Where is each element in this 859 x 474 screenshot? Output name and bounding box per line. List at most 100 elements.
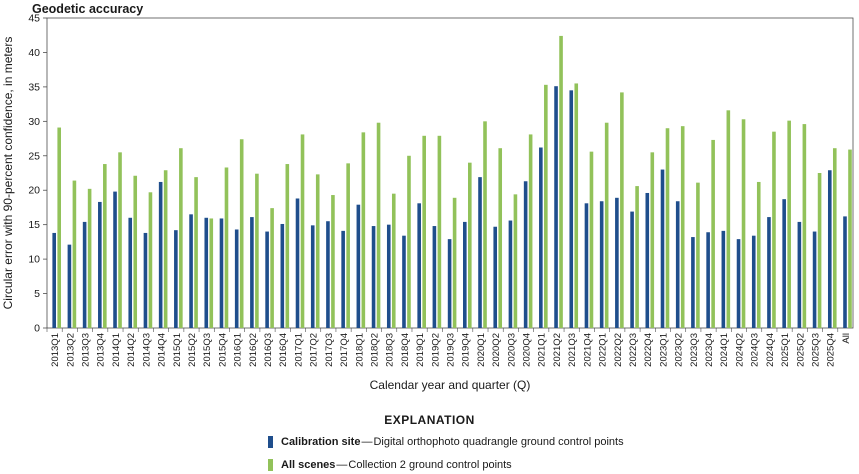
- bar-calibration-site: [599, 201, 604, 328]
- bar-all-scenes: [407, 155, 411, 328]
- bar-calibration-site: [113, 191, 117, 328]
- bar-calibration-site: [508, 220, 513, 328]
- bar-all-scenes: [103, 164, 107, 328]
- legend-em-dash: —: [361, 436, 373, 448]
- bar-calibration-site: [539, 147, 543, 328]
- x-tick-label: 2016Q2: [248, 333, 259, 367]
- bar-calibration-site: [660, 169, 665, 328]
- y-tick-label: 40: [28, 47, 40, 59]
- bar-calibration-site: [67, 244, 72, 328]
- bar-all-scenes: [756, 181, 761, 328]
- x-tick-label: 2014Q2: [126, 333, 137, 367]
- bar-calibration-site: [782, 199, 786, 328]
- x-tick-label: 2015Q3: [202, 333, 213, 367]
- bar-calibration-site: [52, 232, 56, 328]
- x-tick-label: All: [841, 333, 852, 344]
- bar-calibration-site: [767, 217, 771, 328]
- bar-all-scenes: [224, 167, 229, 328]
- bar-calibration-site: [310, 225, 315, 328]
- bar-calibration-site: [250, 217, 254, 328]
- bar-all-scenes: [437, 135, 442, 328]
- bar-calibration-site: [463, 221, 467, 328]
- x-tick-label: 2020Q2: [491, 333, 502, 367]
- bar-calibration-site: [265, 231, 269, 328]
- bar-calibration-site: [812, 231, 817, 328]
- bar-calibration-site: [417, 203, 421, 328]
- bar-calibration-site: [721, 230, 726, 328]
- bar-all-scenes: [270, 208, 274, 328]
- legend-item-all-scenes: All scenes — Collection 2 ground control…: [268, 459, 512, 471]
- x-tick-label: 2023Q4: [704, 333, 715, 367]
- bar-calibration-site: [234, 229, 239, 328]
- bar-all-scenes: [604, 122, 609, 328]
- y-tick-label: 15: [28, 219, 40, 231]
- x-tick-label: 2015Q2: [187, 333, 198, 367]
- bar-calibration-site: [493, 226, 498, 328]
- x-tick-label: 2016Q3: [263, 333, 274, 367]
- bar-calibration-site: [143, 232, 148, 328]
- x-tick-label: 2024Q3: [750, 333, 761, 367]
- bar-calibration-site: [326, 221, 330, 328]
- bar-chart: 0 5 10 15 20 25 30 35 40 45 2013Q1 2013Q2 2013Q3 2013…: [1, 13, 854, 392]
- x-tick-label: 2025Q4: [826, 333, 837, 367]
- y-axis-label: Circular error with 90-percent confidenc…: [1, 37, 15, 310]
- bar-all-scenes: [665, 128, 670, 328]
- x-tick-label: 2019Q1: [415, 333, 426, 367]
- bar-all-scenes: [513, 194, 518, 328]
- bar-all-scenes: [483, 121, 487, 328]
- bar-all-scenes: [696, 182, 700, 328]
- x-tick-label: 2013Q2: [65, 333, 76, 367]
- bar-calibration-site: [827, 170, 832, 328]
- bar-all-scenes: [574, 83, 579, 328]
- bar-calibration-site: [341, 230, 345, 328]
- x-tick-label: 2025Q1: [780, 333, 791, 367]
- bar-all-scenes: [72, 180, 77, 328]
- bar-calibration-site: [128, 217, 133, 328]
- bar-all-scenes: [118, 152, 122, 328]
- x-tick-label: 2025Q3: [810, 333, 821, 367]
- bar-all-scenes: [315, 174, 320, 328]
- x-tick-label: 2015Q4: [217, 333, 228, 367]
- bar-calibration-site: [174, 230, 178, 328]
- bar-calibration-site: [98, 201, 102, 328]
- bar-all-scenes: [635, 186, 639, 328]
- bar-all-scenes: [179, 148, 183, 328]
- x-tick-label: 2024Q4: [765, 333, 776, 367]
- x-tick-label: 2022Q1: [598, 333, 609, 367]
- bar-calibration-site: [386, 224, 391, 328]
- bar-all-scenes: [498, 148, 503, 328]
- x-tick-label: 2021Q1: [537, 333, 548, 367]
- legend-heading: EXPLANATION: [384, 413, 475, 427]
- bar-all-scenes: [452, 197, 457, 328]
- bar-all-scenes: [772, 131, 776, 328]
- bar-all-scenes: [300, 134, 305, 328]
- x-tick-label: 2014Q3: [141, 333, 152, 367]
- bar-all-scenes: [650, 152, 655, 328]
- x-tick-label: 2019Q4: [461, 333, 472, 367]
- bar-calibration-site: [675, 201, 680, 328]
- x-tick-label: 2015Q1: [172, 333, 183, 367]
- bar-all-scenes: [148, 192, 153, 328]
- x-tick-label: 2018Q4: [400, 333, 411, 367]
- bar-calibration-site: [691, 237, 695, 328]
- x-tick-label: 2013Q3: [81, 333, 92, 367]
- x-tick-label: 2017Q2: [309, 333, 320, 367]
- x-tick-label: 2016Q4: [278, 333, 289, 367]
- y-tick-label: 10: [28, 254, 40, 266]
- bar-calibration-site: [82, 221, 87, 328]
- x-tick-label: 2016Q1: [233, 333, 244, 367]
- legend-series-name: Calibration site: [281, 436, 361, 448]
- bar-all-scenes: [255, 173, 259, 328]
- bar-calibration-site: [402, 235, 406, 328]
- bar-all-scenes: [361, 132, 366, 328]
- bar-all-scenes: [559, 35, 563, 329]
- x-axis-label: Calendar year and quarter (Q): [370, 378, 531, 392]
- bar-all-scenes: [285, 164, 290, 328]
- x-tick-label: 2013Q4: [96, 333, 107, 367]
- x-tick-label: 2019Q3: [446, 333, 457, 367]
- bar-calibration-site: [523, 181, 528, 328]
- bar-calibration-site: [478, 177, 482, 328]
- x-tick-label: 2022Q2: [613, 333, 624, 367]
- bar-calibration-site: [645, 192, 650, 328]
- bar-all-scenes: [802, 124, 807, 328]
